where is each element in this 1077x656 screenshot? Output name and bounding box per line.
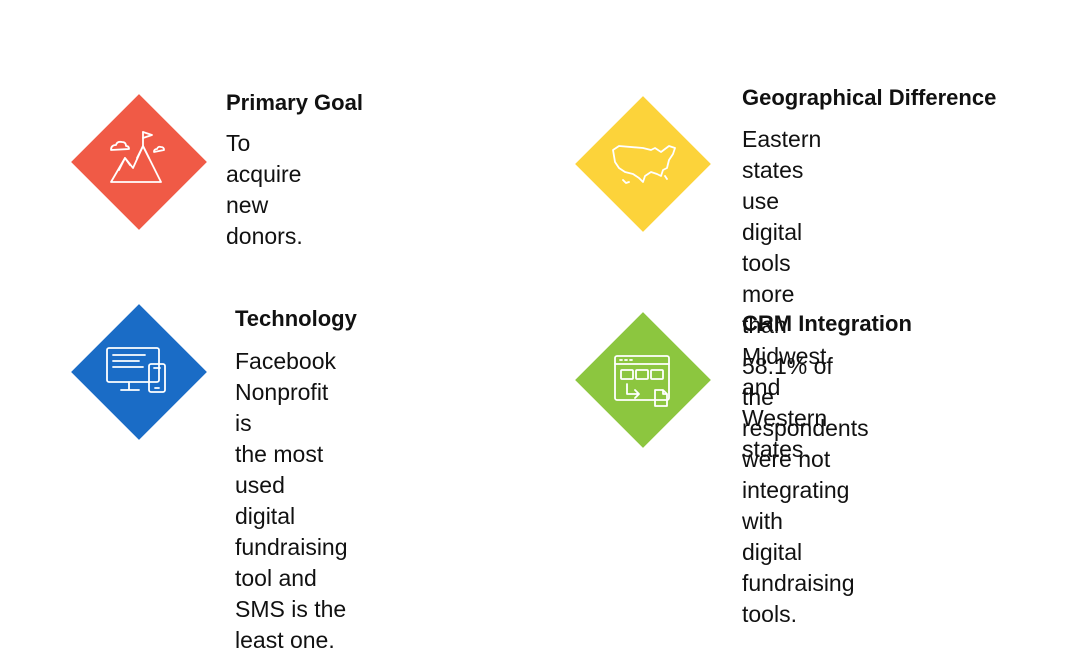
technology-text: Facebook Nonprofit is the most used digi…	[235, 348, 348, 653]
technology-title: Technology	[235, 306, 357, 331]
browser-window-icon	[603, 340, 683, 420]
crm-title: CRM Integration	[742, 311, 912, 336]
goal-text: To acquire new donors.	[226, 130, 303, 249]
desktop-mobile-icon	[99, 332, 179, 412]
usa-map-icon	[603, 124, 683, 204]
geography-title: Geographical Difference	[742, 85, 997, 110]
mountain-flag-icon	[99, 122, 179, 202]
goal-title: Primary Goal	[226, 90, 363, 115]
crm-text: 58.1% of the respondents were not integr…	[742, 353, 869, 627]
geography-text: Eastern states use digital tools more th…	[742, 126, 828, 462]
